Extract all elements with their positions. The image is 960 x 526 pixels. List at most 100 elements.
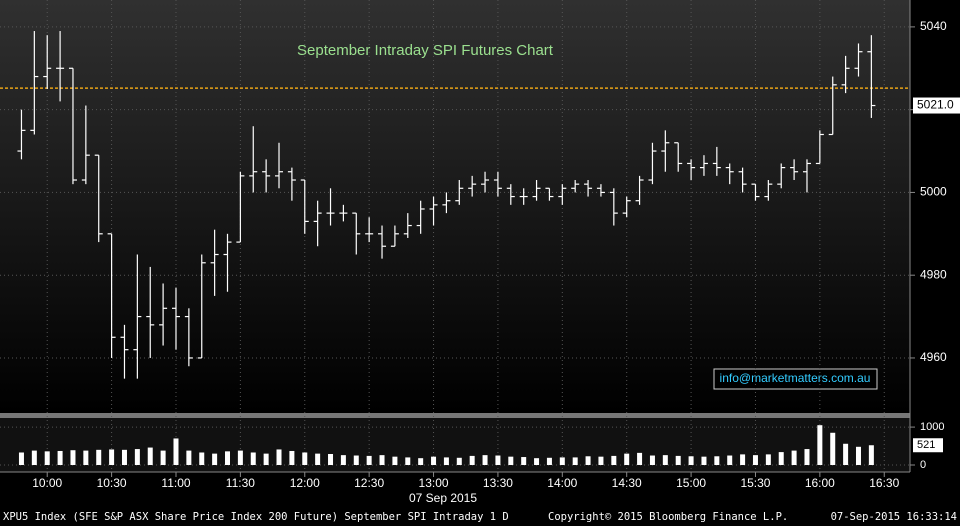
volume-bar <box>752 455 758 465</box>
volume-bar <box>508 456 514 465</box>
volume-bar <box>469 455 475 465</box>
footer-timestamp: 07-Sep-2015 16:33:14 <box>831 511 957 523</box>
volume-bar <box>250 452 256 465</box>
last-volume-label: 521 <box>917 439 935 451</box>
volume-bar <box>392 456 398 465</box>
volume-bar <box>546 457 552 465</box>
volume-bar <box>688 456 694 465</box>
volume-bar <box>186 450 192 465</box>
y-tick-label: 4980 <box>920 267 947 281</box>
footer-copyright: Copyright© 2015 Bloomberg Finance L.P. <box>548 511 788 523</box>
volume-bar <box>109 449 115 465</box>
volume-bar <box>302 452 308 465</box>
y-tick-label: 1000 <box>920 421 944 433</box>
volume-bar <box>121 449 127 465</box>
volume-bar <box>276 449 282 465</box>
volume-bar <box>559 457 565 465</box>
volume-bar <box>830 432 836 465</box>
volume-bar <box>817 425 823 465</box>
annotation: info@marketmatters.com.au <box>720 371 871 385</box>
volume-bar <box>495 455 501 465</box>
volume-bar <box>714 456 720 465</box>
volume-bar <box>791 450 797 465</box>
volume-bar <box>456 457 462 465</box>
annotation-box <box>713 368 878 390</box>
volume-bar <box>199 452 205 465</box>
volume-bar <box>31 450 37 465</box>
volume-bar <box>96 449 102 465</box>
x-tick-label: 12:00 <box>290 476 320 490</box>
volume-bar <box>57 450 63 465</box>
y-tick-label: 5000 <box>920 185 947 199</box>
x-axis-label: 07 Sep 2015 <box>409 491 477 505</box>
volume-bar <box>353 455 359 465</box>
volume-bar <box>315 453 321 465</box>
volume-bar <box>289 450 295 465</box>
x-tick-label: 14:30 <box>612 476 642 490</box>
x-tick-label: 13:30 <box>483 476 513 490</box>
volume-bar <box>482 455 488 465</box>
y-tick-label: 5040 <box>920 19 947 33</box>
price-panel <box>0 0 910 413</box>
volume-bar <box>212 453 218 465</box>
footer-security: XPU5 Index (SFE S&P ASX Share Price Inde… <box>3 511 509 523</box>
volume-bar <box>443 457 449 465</box>
volume-bar <box>727 455 733 465</box>
volume-bar <box>366 455 372 465</box>
volume-bar <box>521 457 527 465</box>
volume-bar <box>855 446 861 465</box>
volume-bar <box>431 456 437 465</box>
x-tick-label: 16:00 <box>805 476 835 490</box>
last-volume-tag <box>913 438 943 453</box>
volume-bar <box>534 458 540 465</box>
volume-bar <box>598 456 604 465</box>
x-tick-label: 15:00 <box>676 476 706 490</box>
x-tick-label: 10:00 <box>32 476 62 490</box>
volume-bar <box>263 453 269 465</box>
volume-bar <box>637 452 643 465</box>
volume-bar <box>328 454 334 465</box>
x-tick-label: 15:30 <box>740 476 770 490</box>
last-price-tag <box>913 97 960 114</box>
volume-bar <box>237 450 243 465</box>
x-tick-label: 12:30 <box>354 476 384 490</box>
last-price-label: 5021.0 <box>917 98 954 112</box>
volume-bar <box>225 451 230 465</box>
volume-bar <box>843 443 849 465</box>
volume-bar <box>765 454 771 465</box>
volume-bar <box>18 452 24 465</box>
volume-bar <box>701 456 707 465</box>
x-tick-label: 14:00 <box>547 476 577 490</box>
volume-bar <box>379 455 385 465</box>
chart-title: September Intraday SPI Futures Chart <box>297 42 554 59</box>
x-tick-label: 11:30 <box>226 476 255 490</box>
y-tick-label: 4960 <box>920 350 947 364</box>
volume-bar <box>868 445 874 465</box>
volume-bar <box>740 454 746 465</box>
volume-bar <box>44 451 50 465</box>
volume-bar <box>83 450 89 465</box>
volume-bar <box>804 449 810 465</box>
volume-bar <box>675 455 681 465</box>
x-tick-label: 10:30 <box>97 476 127 490</box>
volume-bar <box>585 456 591 465</box>
volume-bar <box>134 449 140 465</box>
volume-bar <box>418 458 424 465</box>
volume-bar <box>405 457 411 465</box>
volume-bar <box>340 455 346 465</box>
volume-bar <box>160 450 166 465</box>
x-tick-label: 11:00 <box>161 476 190 490</box>
x-tick-label: 13:00 <box>419 476 449 490</box>
y-tick-label: 0 <box>920 459 926 471</box>
volume-bar <box>70 450 76 465</box>
volume-bar <box>649 455 655 465</box>
volume-bar <box>611 455 617 465</box>
volume-bar <box>778 452 784 465</box>
volume-bar <box>572 457 578 465</box>
volume-bar <box>624 453 630 465</box>
panel-separator <box>0 413 910 418</box>
volume-bar <box>147 447 153 465</box>
volume-bar <box>662 455 668 465</box>
volume-bar <box>173 438 179 465</box>
